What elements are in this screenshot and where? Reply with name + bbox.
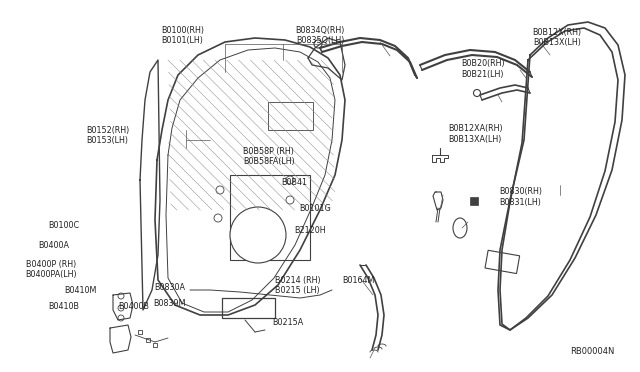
- Text: B0101G: B0101G: [300, 204, 332, 213]
- Text: B0400P (RH)
B0400PA(LH): B0400P (RH) B0400PA(LH): [26, 260, 77, 279]
- Text: B0214 (RH)
B0215 (LH): B0214 (RH) B0215 (LH): [275, 276, 321, 295]
- Text: B2120H: B2120H: [294, 226, 326, 235]
- Text: B0B12X(RH)
B0B13X(LH): B0B12X(RH) B0B13X(LH): [532, 28, 581, 47]
- Text: B0100C: B0100C: [48, 221, 79, 230]
- Text: B0215A: B0215A: [272, 318, 303, 327]
- Bar: [470, 197, 478, 205]
- Text: B0B20(RH)
B0B21(LH): B0B20(RH) B0B21(LH): [461, 59, 504, 78]
- Circle shape: [118, 293, 124, 299]
- Text: B0400A: B0400A: [38, 241, 69, 250]
- Text: B0839M: B0839M: [154, 299, 186, 308]
- Text: B0410M: B0410M: [64, 286, 97, 295]
- Text: B0164M: B0164M: [342, 276, 375, 285]
- Text: B0834Q(RH)
B0835Q(LH): B0834Q(RH) B0835Q(LH): [295, 26, 345, 45]
- Text: B0100(RH)
B0101(LH): B0100(RH) B0101(LH): [161, 26, 204, 45]
- Text: B0152(RH)
B0153(LH): B0152(RH) B0153(LH): [86, 126, 130, 145]
- Text: B0410B: B0410B: [48, 302, 79, 311]
- Text: B0830(RH)
B0831(LH): B0830(RH) B0831(LH): [499, 187, 542, 207]
- FancyBboxPatch shape: [230, 175, 310, 260]
- Text: B0B41: B0B41: [282, 178, 308, 187]
- Text: RB00004N: RB00004N: [570, 347, 614, 356]
- Bar: [268, 102, 313, 130]
- Text: B0B12XA(RH)
B0B13XA(LH): B0B12XA(RH) B0B13XA(LH): [448, 124, 502, 144]
- Circle shape: [118, 305, 124, 311]
- Text: B0830A: B0830A: [154, 283, 185, 292]
- Text: B0B58P (RH)
B0B58FA(LH): B0B58P (RH) B0B58FA(LH): [243, 147, 295, 166]
- Circle shape: [118, 315, 124, 321]
- Ellipse shape: [453, 218, 467, 238]
- Bar: [485, 250, 520, 273]
- Text: B0400B: B0400B: [118, 302, 149, 311]
- Circle shape: [230, 207, 286, 263]
